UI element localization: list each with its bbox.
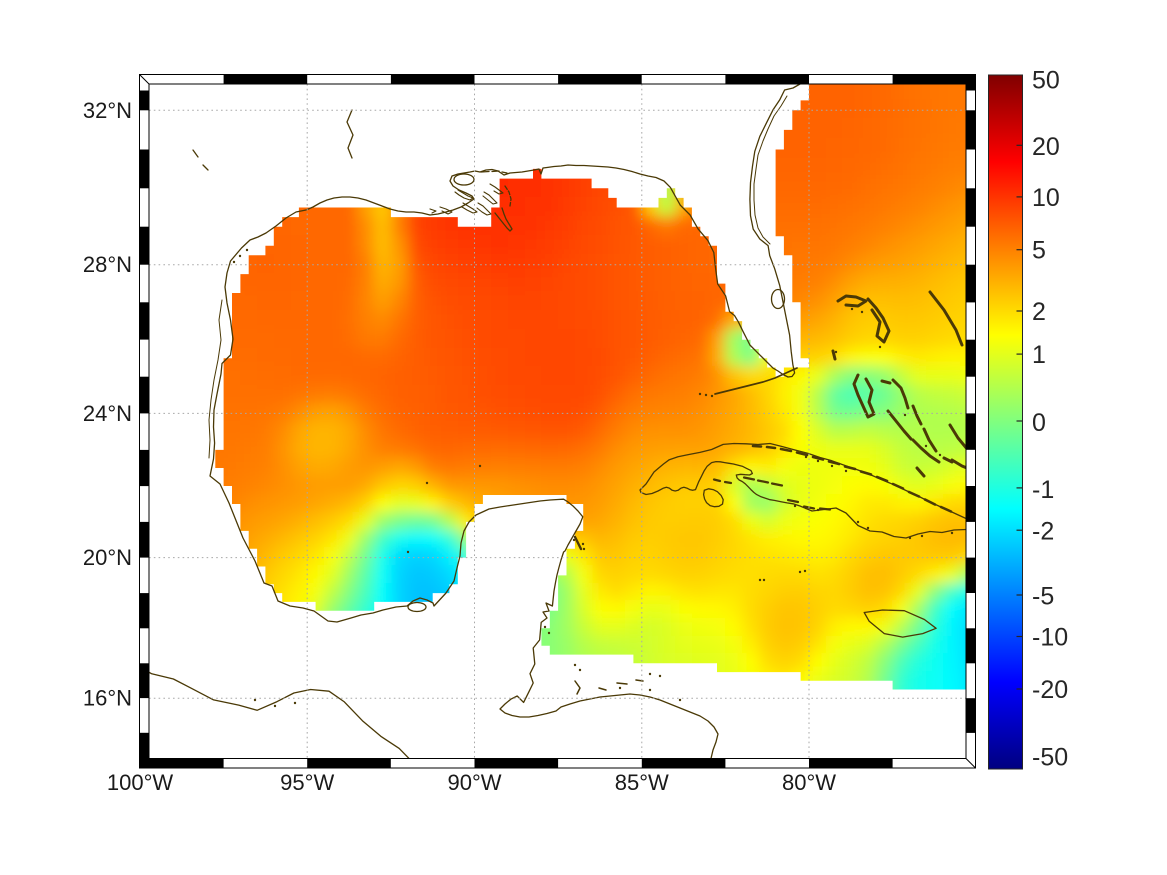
svg-text:20: 20	[1032, 133, 1060, 161]
svg-text:10: 10	[1032, 184, 1060, 212]
svg-text:95°W: 95°W	[280, 770, 334, 795]
svg-text:20°N: 20°N	[83, 545, 132, 570]
svg-text:-10: -10	[1032, 623, 1068, 651]
svg-text:100°W: 100°W	[107, 770, 174, 795]
svg-text:-50: -50	[1032, 743, 1068, 771]
svg-text:80°W: 80°W	[782, 770, 836, 795]
svg-text:16°N: 16°N	[83, 686, 132, 711]
svg-text:-1: -1	[1032, 476, 1054, 504]
svg-text:-5: -5	[1032, 583, 1054, 611]
svg-text:-20: -20	[1032, 676, 1068, 704]
svg-text:1: 1	[1032, 341, 1046, 369]
svg-text:-2: -2	[1032, 518, 1054, 546]
svg-text:85°W: 85°W	[615, 770, 669, 795]
svg-text:32°N: 32°N	[83, 98, 132, 123]
svg-text:2: 2	[1032, 298, 1046, 326]
svg-text:5: 5	[1032, 237, 1046, 265]
svg-text:90°W: 90°W	[447, 770, 501, 795]
svg-text:0: 0	[1032, 409, 1046, 437]
svg-text:24°N: 24°N	[83, 401, 132, 426]
svg-text:28°N: 28°N	[83, 252, 132, 277]
svg-text:50: 50	[1032, 66, 1060, 94]
